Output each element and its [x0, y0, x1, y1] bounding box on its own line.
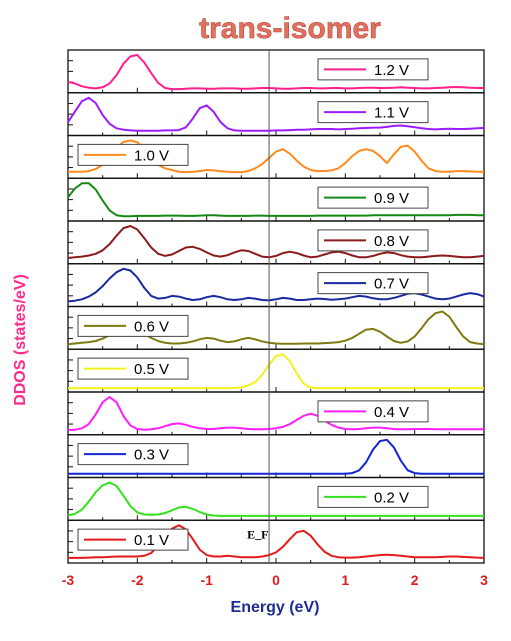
- y-axis-label: DDOS (states/eV): [12, 274, 29, 406]
- legend-label: 1.1 V: [374, 105, 409, 122]
- panel-12: 0.1 V: [67, 519, 485, 564]
- x-tick-label: 0: [272, 572, 280, 588]
- x-tick-labels: -3 -2 -1 0 1 2 3: [62, 572, 488, 588]
- series-line: [67, 225, 485, 259]
- x-tick-label: -3: [62, 572, 75, 588]
- legend-label: 0.2 V: [374, 489, 409, 506]
- legend-box: [317, 186, 429, 209]
- panel-3: 1.0 V: [67, 134, 485, 179]
- series-line: [67, 396, 484, 431]
- series-line: [67, 481, 484, 517]
- x-tick-label: -2: [131, 572, 144, 588]
- legend-box: [317, 229, 429, 252]
- legend-label: 0.9 V: [374, 190, 409, 207]
- panel-7: 0.6 V: [67, 305, 485, 350]
- legend-label: 0.8 V: [374, 233, 409, 250]
- panel-5: 0.8 V: [67, 220, 485, 265]
- series-line: [68, 139, 484, 174]
- legend-box: [317, 101, 429, 124]
- panel-2: 1.1 V: [67, 92, 485, 137]
- legend-box: [317, 400, 429, 423]
- legend-label: 0.4 V: [374, 404, 409, 421]
- x-tick-label: 3: [480, 572, 488, 588]
- legend-box: [77, 143, 189, 166]
- series-line: [68, 438, 484, 475]
- panel-1: 1.2 V: [67, 49, 485, 94]
- chart-title: trans-isomer: [199, 12, 381, 45]
- legend-label: 0.6 V: [134, 318, 169, 335]
- legend-box: [317, 58, 429, 81]
- series-line: [67, 96, 485, 132]
- legend-label: 0.3 V: [134, 447, 169, 464]
- x-tick-label: 1: [341, 572, 349, 588]
- panel-11: 0.2 V: [67, 476, 485, 521]
- panels-group: 1.2 V 1.1 V 1.0 V 0.9 V 0.8 V 0.7 V 0.6 V 0.5 V…: [67, 49, 485, 564]
- legend-box: [317, 485, 429, 508]
- x-tick-label: 2: [411, 572, 419, 588]
- legend-box: [77, 357, 189, 380]
- legend-label: 1.2 V: [374, 62, 409, 79]
- series-line: [68, 524, 485, 559]
- legend-box: [317, 272, 429, 295]
- legend-label: 0.1 V: [134, 532, 169, 549]
- legend-box: [77, 528, 189, 551]
- panel-8: 0.5 V: [67, 348, 485, 393]
- panel-10: 0.3 V: [67, 434, 485, 479]
- legend-box: [77, 314, 189, 337]
- x-axis-label: Energy (eV): [231, 599, 320, 616]
- series-line: [68, 353, 484, 390]
- legend-label: 0.5 V: [134, 361, 169, 378]
- x-tick-label: -1: [200, 572, 213, 588]
- series-line: [67, 54, 484, 91]
- series-line: [67, 182, 484, 218]
- legend-box: [77, 443, 189, 466]
- legend-label: 0.7 V: [374, 276, 409, 293]
- panel-4: 0.9 V: [67, 177, 485, 222]
- panel-6: 0.7 V: [67, 263, 485, 308]
- legend-label: 1.0 V: [134, 147, 169, 164]
- panel-9: 0.4 V: [67, 391, 485, 436]
- fermi-level-label: E_F: [247, 527, 268, 541]
